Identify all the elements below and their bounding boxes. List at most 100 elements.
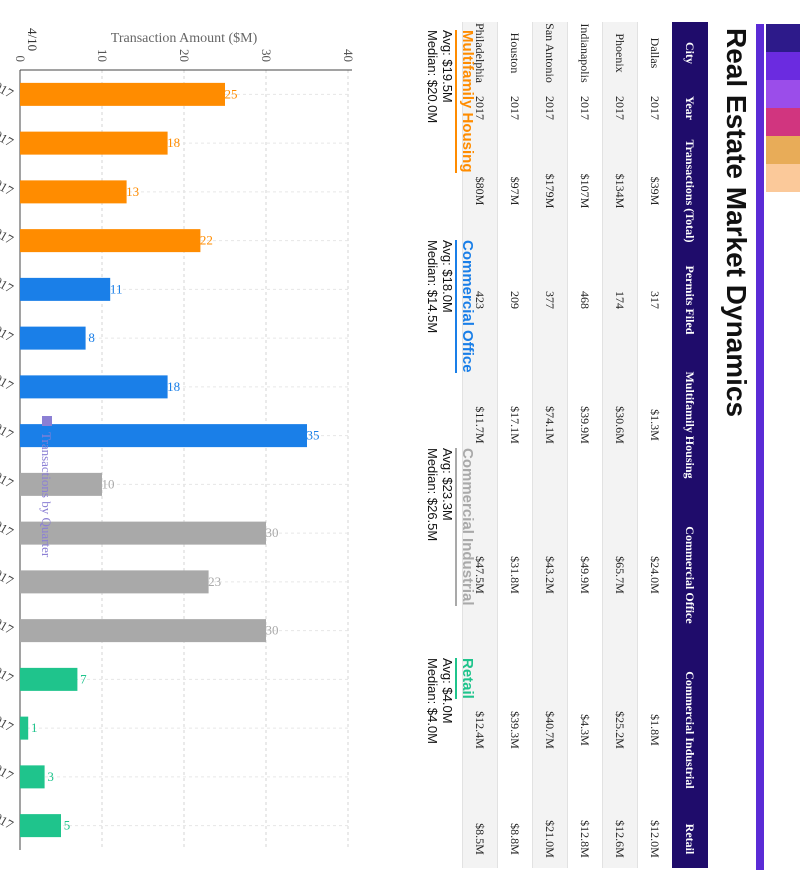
bar: [20, 472, 102, 496]
table-cell: $24.0M: [637, 500, 672, 650]
table-cell: $134M: [602, 132, 638, 250]
column-header: Year: [672, 84, 708, 132]
table-row: Dallas 2017 $39M 317 $1.3M $24.0M $1.8M $12.0M: [637, 22, 672, 868]
table-row: Indianapolis 2017 $107M 468 $39.9M $49.9M $4.3…: [567, 22, 603, 868]
x-tick-label: Q4-2017: [0, 796, 16, 832]
palette-swatch: [766, 80, 800, 108]
table-cell: 2017: [637, 84, 672, 132]
table-header-row: City Year Transactions (Total) Permits File…: [672, 22, 708, 868]
stat-average: Avg: $23.3M: [440, 448, 455, 521]
table-cell: Indianapolis: [567, 22, 603, 84]
table-cell: $43.2M: [532, 500, 568, 650]
bar: [20, 229, 201, 253]
bar-data-label: 30: [266, 623, 279, 638]
accent-bar: [756, 24, 764, 870]
bar: [20, 82, 225, 106]
table-row: Houston 2017 $97M 209 $17.1M $31.8M $39.3M $8.8…: [497, 22, 533, 868]
table-row: San Antonio 2017 $179M 377 $74.1M $43.2M $40.7…: [532, 22, 568, 868]
bar-data-label: 18: [167, 135, 180, 150]
table-cell: $21.0M: [532, 810, 568, 868]
table-cell: $25.2M: [602, 650, 638, 810]
table-cell: Dallas: [637, 22, 672, 84]
table-body: Dallas 2017 $39M 317 $1.3M $24.0M $1.8M $12.0M P…: [462, 22, 672, 868]
bar-data-label: 30: [266, 525, 279, 540]
stat-heading: Multifamily Housing: [455, 30, 476, 173]
stat-median: Median: $26.5M: [425, 448, 440, 542]
stat-median: Median: $4.0M: [425, 658, 440, 744]
bar: [20, 326, 86, 350]
table-cell: $65.7M: [602, 500, 638, 650]
bar: [20, 424, 307, 448]
color-palette-strip: [766, 24, 800, 192]
column-header: Transactions (Total): [672, 132, 708, 250]
table-cell: 468: [567, 250, 603, 350]
table-cell: $1.3M: [637, 350, 672, 500]
x-tick-label: Q4-2017: [0, 406, 16, 442]
column-header: Commercial Industrial: [672, 650, 708, 810]
palette-swatch: [766, 136, 800, 164]
bar: [20, 131, 168, 155]
table-cell: 2017: [602, 84, 638, 132]
legend-swatch: [42, 416, 52, 426]
table-cell: $1.8M: [637, 650, 672, 810]
x-tick-label: Q4-2017: [0, 211, 16, 247]
table-cell: $39M: [637, 132, 672, 250]
bar: [20, 570, 209, 594]
table-cell: 2017: [567, 84, 603, 132]
x-tick-label: Q3-2017: [0, 357, 16, 393]
table-cell: $4.3M: [567, 650, 603, 810]
bar: [20, 521, 266, 545]
table-cell: Houston: [497, 22, 533, 84]
table-cell: 377: [532, 250, 568, 350]
table-cell: 174: [602, 250, 638, 350]
bar-data-label: 5: [64, 818, 71, 833]
y-tick-label: 10: [95, 49, 110, 62]
bar-data-label: 25: [225, 86, 238, 101]
stat-average: Avg: $4.0M: [440, 658, 455, 724]
stat-block: Commercial Industrial Avg: $23.3M Median: …: [425, 448, 476, 606]
market-table: City Year Transactions (Total) Permits File…: [462, 22, 708, 868]
table-cell: $40.7M: [532, 650, 568, 810]
table-cell: $31.8M: [497, 500, 533, 650]
bar: [19, 667, 78, 691]
bar-data-label: 35: [307, 428, 320, 443]
palette-swatch: [766, 164, 800, 192]
x-tick-label: Q2-2017: [0, 309, 16, 345]
page-title: Real Estate Market Dynamics: [721, 28, 752, 418]
x-tick-label: Q1-2017: [0, 650, 16, 686]
bar: [20, 375, 168, 399]
stat-heading: Commercial Industrial: [455, 448, 476, 606]
y-tick-label: 40: [341, 49, 356, 62]
x-tick-label: Q1-2017: [0, 260, 16, 296]
table-cell: $39.9M: [567, 350, 603, 500]
bar-data-label: 7: [80, 671, 87, 686]
x-tick-label: Q2-2017: [0, 699, 16, 735]
x-tick-label: Q2-2017: [0, 504, 16, 540]
legend-label: Transactions by Quarter: [39, 432, 54, 558]
table-cell: Phoenix: [602, 22, 638, 84]
bar-data-label: 10: [102, 476, 115, 491]
table-cell: San Antonio: [532, 22, 568, 84]
x-tick-label: Q2-2017: [0, 114, 16, 150]
bar: [20, 814, 61, 838]
table-cell: $12.6M: [602, 810, 638, 868]
column-header: Retail: [672, 810, 708, 868]
column-header: Permits Filed: [672, 250, 708, 350]
table-cell: 2017: [532, 84, 568, 132]
bar: [20, 180, 127, 204]
page-number: 4/10: [25, 28, 40, 52]
table-cell: 209: [497, 250, 533, 350]
y-axis-title: Transaction Amount ($M): [111, 31, 258, 46]
table-cell: $39.3M: [497, 650, 533, 810]
x-tick-label: Q3-2017: [0, 162, 16, 198]
stat-average: Avg: $18.0M: [440, 240, 455, 313]
y-tick-label: 30: [259, 49, 274, 62]
x-tick-label: Q1-2017: [0, 455, 16, 491]
stat-median: Median: $14.5M: [425, 240, 440, 334]
column-header: Multifamily Housing: [672, 350, 708, 500]
bar-data-label: 1: [31, 720, 38, 735]
column-header: City: [672, 22, 708, 84]
palette-swatch: [766, 24, 800, 52]
table-cell: $12.0M: [637, 810, 672, 868]
